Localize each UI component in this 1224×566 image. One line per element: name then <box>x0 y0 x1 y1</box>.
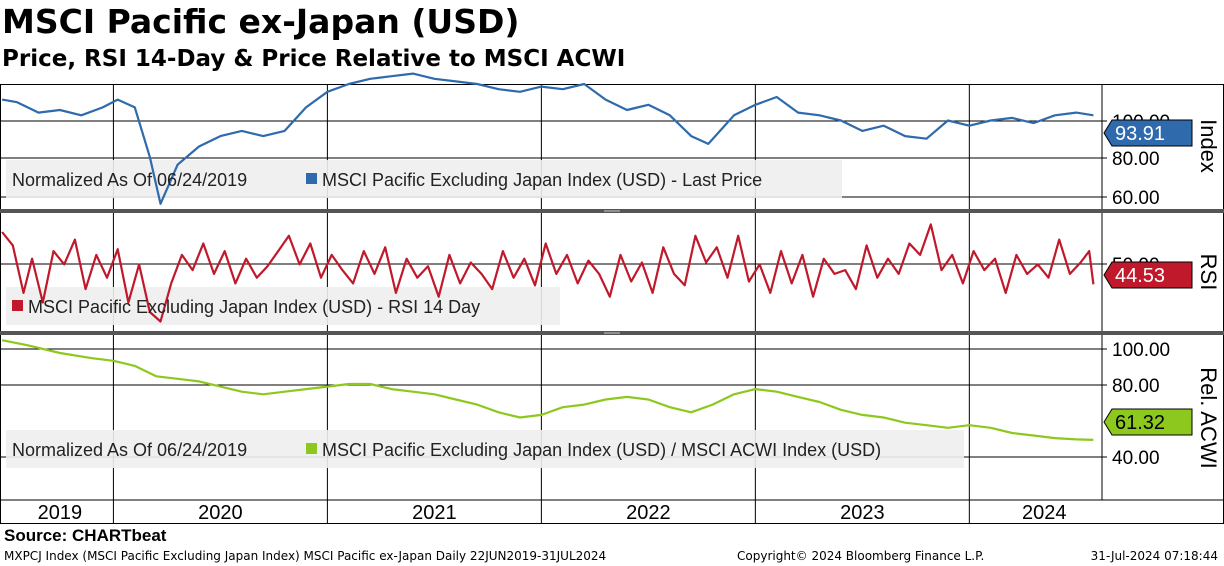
y-tick-label: 80.00 <box>1112 376 1160 397</box>
legend-box <box>6 160 842 198</box>
last-value-tag <box>1103 119 1193 147</box>
series-line-rsi <box>1 223 1095 323</box>
x-tick-label: 2020 <box>198 502 243 524</box>
footer-copyright: Copyright© 2024 Bloomberg Finance L.P. <box>737 549 985 563</box>
last-value-label: 61.32 <box>1115 412 1165 434</box>
legend-swatch <box>306 443 317 454</box>
x-tick-label: 2021 <box>412 502 457 524</box>
last-value-tag <box>1103 408 1193 436</box>
panel-axis-label: Rel. ACWI <box>1196 367 1221 468</box>
panel-axis-label: RSI <box>1196 254 1221 291</box>
x-tick-label: 2019 <box>38 502 83 524</box>
legend-series-name: MSCI Pacific Excluding Japan Index (USD)… <box>322 170 762 190</box>
legend-normalized-note: Normalized As Of 06/24/2019 <box>12 170 247 190</box>
last-value-label: 93.91 <box>1115 123 1165 145</box>
panel-axis-label: Index <box>1196 119 1221 173</box>
legend-swatch <box>12 300 23 311</box>
source-label: Source: CHARTbeat <box>4 526 167 545</box>
series-line-relative <box>1 339 1094 441</box>
legend-box <box>6 287 560 325</box>
x-tick-label: 2022 <box>626 502 671 524</box>
y-tick-label: 60.00 <box>1112 188 1160 209</box>
y-tick-label: 100.00 <box>1112 340 1170 361</box>
footer-timestamp: 31-Jul-2024 07:18:44 <box>1090 549 1218 563</box>
legend-normalized-note: Normalized As Of 06/24/2019 <box>12 440 247 460</box>
last-value-tag <box>1103 261 1193 289</box>
x-tick-label: 2024 <box>1022 502 1067 524</box>
legend-series-name: MSCI Pacific Excluding Japan Index (USD)… <box>28 297 480 317</box>
page-subtitle: Price, RSI 14-Day & Price Relative to MS… <box>2 46 626 72</box>
y-tick-label: 80.00 <box>1112 149 1160 170</box>
series-line-price <box>1 72 1094 205</box>
legend-swatch <box>306 173 317 184</box>
legend-series-name: MSCI Pacific Excluding Japan Index (USD)… <box>322 440 881 460</box>
y-tick-label: 40.00 <box>1112 448 1160 469</box>
x-tick-label: 2023 <box>840 502 885 524</box>
footer-ticker-info: MXPCJ Index (MSCI Pacific Excluding Japa… <box>4 549 607 563</box>
legend-box <box>6 430 964 468</box>
last-value-label: 44.53 <box>1115 265 1165 287</box>
page-title: MSCI Pacific ex-Japan (USD) <box>2 2 520 41</box>
